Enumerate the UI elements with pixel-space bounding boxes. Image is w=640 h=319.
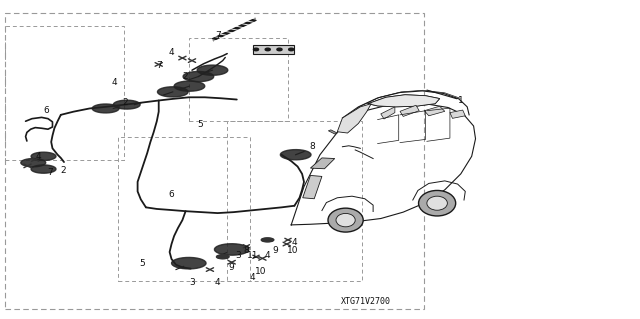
Text: 10: 10 xyxy=(287,246,299,255)
Text: 3: 3 xyxy=(236,251,241,260)
Polygon shape xyxy=(183,71,214,82)
Polygon shape xyxy=(31,165,56,173)
Polygon shape xyxy=(216,255,229,259)
Text: 6: 6 xyxy=(169,190,174,199)
Ellipse shape xyxy=(328,208,364,232)
Polygon shape xyxy=(113,100,140,109)
Text: XTG71V2700: XTG71V2700 xyxy=(341,297,391,306)
Bar xyxy=(118,137,250,281)
Polygon shape xyxy=(31,152,56,160)
Bar xyxy=(5,26,124,160)
Polygon shape xyxy=(310,158,335,169)
Polygon shape xyxy=(214,244,249,255)
Text: 8: 8 xyxy=(310,142,315,151)
Ellipse shape xyxy=(427,196,447,210)
Text: 7: 7 xyxy=(215,31,220,40)
Polygon shape xyxy=(157,87,188,97)
Polygon shape xyxy=(303,175,322,199)
Polygon shape xyxy=(197,65,228,75)
Polygon shape xyxy=(368,95,440,107)
Polygon shape xyxy=(174,81,205,91)
Text: 8: 8 xyxy=(244,246,249,255)
Polygon shape xyxy=(21,159,46,167)
Text: 9: 9 xyxy=(229,263,234,272)
Text: 2: 2 xyxy=(183,72,188,81)
Circle shape xyxy=(253,48,259,51)
Text: 11: 11 xyxy=(247,251,259,260)
Polygon shape xyxy=(172,257,206,269)
Text: 4: 4 xyxy=(111,78,116,87)
Polygon shape xyxy=(450,110,465,118)
Text: 4: 4 xyxy=(36,152,41,161)
Text: 5: 5 xyxy=(197,120,202,129)
Text: 6: 6 xyxy=(44,106,49,115)
Text: 4: 4 xyxy=(215,278,220,287)
Polygon shape xyxy=(261,238,274,242)
Ellipse shape xyxy=(419,190,456,216)
Text: 7: 7 xyxy=(156,61,161,70)
Polygon shape xyxy=(280,150,311,160)
Ellipse shape xyxy=(336,213,355,227)
Text: 4: 4 xyxy=(292,238,297,247)
Polygon shape xyxy=(381,107,395,119)
Circle shape xyxy=(265,48,270,51)
Bar xyxy=(5,13,424,309)
Polygon shape xyxy=(400,105,419,116)
Bar xyxy=(189,38,288,121)
Text: 10: 10 xyxy=(255,267,267,276)
Polygon shape xyxy=(424,106,445,116)
Text: 4: 4 xyxy=(265,251,270,260)
Text: 2: 2 xyxy=(60,166,65,175)
Circle shape xyxy=(277,48,282,51)
Text: 1: 1 xyxy=(458,96,463,105)
Text: 3: 3 xyxy=(189,278,195,287)
Text: 7: 7 xyxy=(47,168,52,177)
Text: 4: 4 xyxy=(169,48,174,57)
Polygon shape xyxy=(328,130,337,134)
Text: 2: 2 xyxy=(122,98,127,107)
Bar xyxy=(227,121,362,281)
Bar xyxy=(253,45,294,54)
Circle shape xyxy=(289,48,294,51)
Polygon shape xyxy=(337,104,371,133)
Text: 9: 9 xyxy=(273,246,278,255)
Polygon shape xyxy=(92,104,119,113)
Text: 5: 5 xyxy=(140,259,145,268)
Text: 4: 4 xyxy=(250,273,255,282)
